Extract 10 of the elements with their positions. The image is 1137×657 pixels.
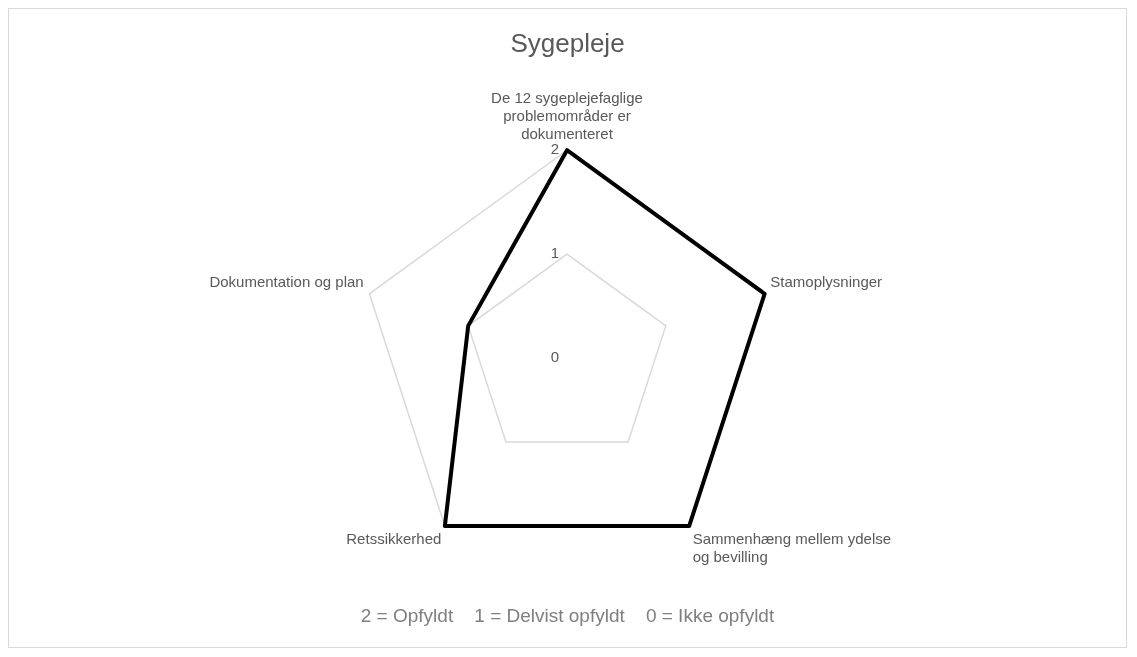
spoke-label: Dokumentation og plan (209, 273, 364, 291)
y-tick-label: 2 (550, 140, 559, 158)
y-tick-label: 1 (550, 244, 559, 262)
chart-title: Sygepleje (510, 27, 625, 58)
spoke-label: De 12 sygeplejefaglige problemområder er dokumenteret (491, 89, 643, 143)
spoke-label: Stamoplysninger (770, 273, 883, 291)
spoke-label: Sammenhæng mellem ydelse og bevilling (692, 530, 892, 566)
spoke-label: Retssikkerhed (346, 530, 442, 548)
y-tick-label: 0 (550, 348, 559, 366)
text: 2 = Opfyldt 1 = Delvist opfyldt 0 = Ikke opfyldt (360, 605, 775, 627)
